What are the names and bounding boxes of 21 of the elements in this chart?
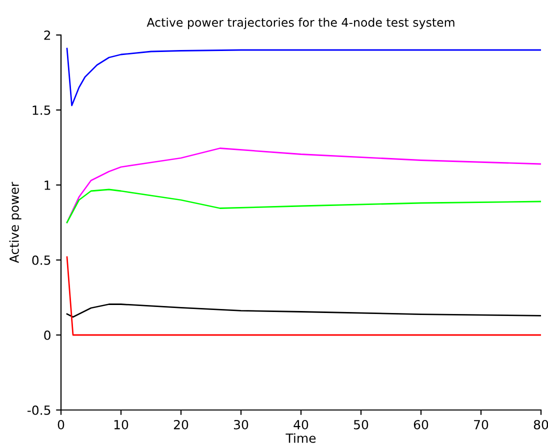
y-tick-label: 1.5 bbox=[32, 106, 50, 115]
chart-title: Active power trajectories for the 4-node test system bbox=[146, 18, 454, 30]
line-series bbox=[66, 188, 541, 224]
x-tick-label: 80 bbox=[534, 420, 548, 430]
y-tick-label: 1 bbox=[44, 180, 50, 190]
y-axis-title: Active power bbox=[9, 182, 22, 264]
y-tick-label: 0 bbox=[44, 330, 50, 340]
x-tick-label: 60 bbox=[414, 420, 428, 430]
x-tick-label: 20 bbox=[174, 420, 188, 430]
x-tick-label: 70 bbox=[474, 420, 488, 430]
x-tick-label: 40 bbox=[294, 420, 308, 430]
x-tick-label: 50 bbox=[354, 420, 368, 430]
line-series bbox=[66, 48, 541, 106]
line-series bbox=[66, 304, 541, 318]
x-axis-title: Time bbox=[286, 433, 316, 443]
x-tick-label: 30 bbox=[234, 420, 248, 430]
y-tick-label: 2 bbox=[44, 30, 50, 40]
x-tick-label: 0 bbox=[58, 420, 64, 430]
y-tick-label: 0.5 bbox=[32, 255, 50, 265]
x-tick-label: 10 bbox=[114, 420, 128, 430]
y-tick-label: -0.5 bbox=[28, 405, 50, 415]
